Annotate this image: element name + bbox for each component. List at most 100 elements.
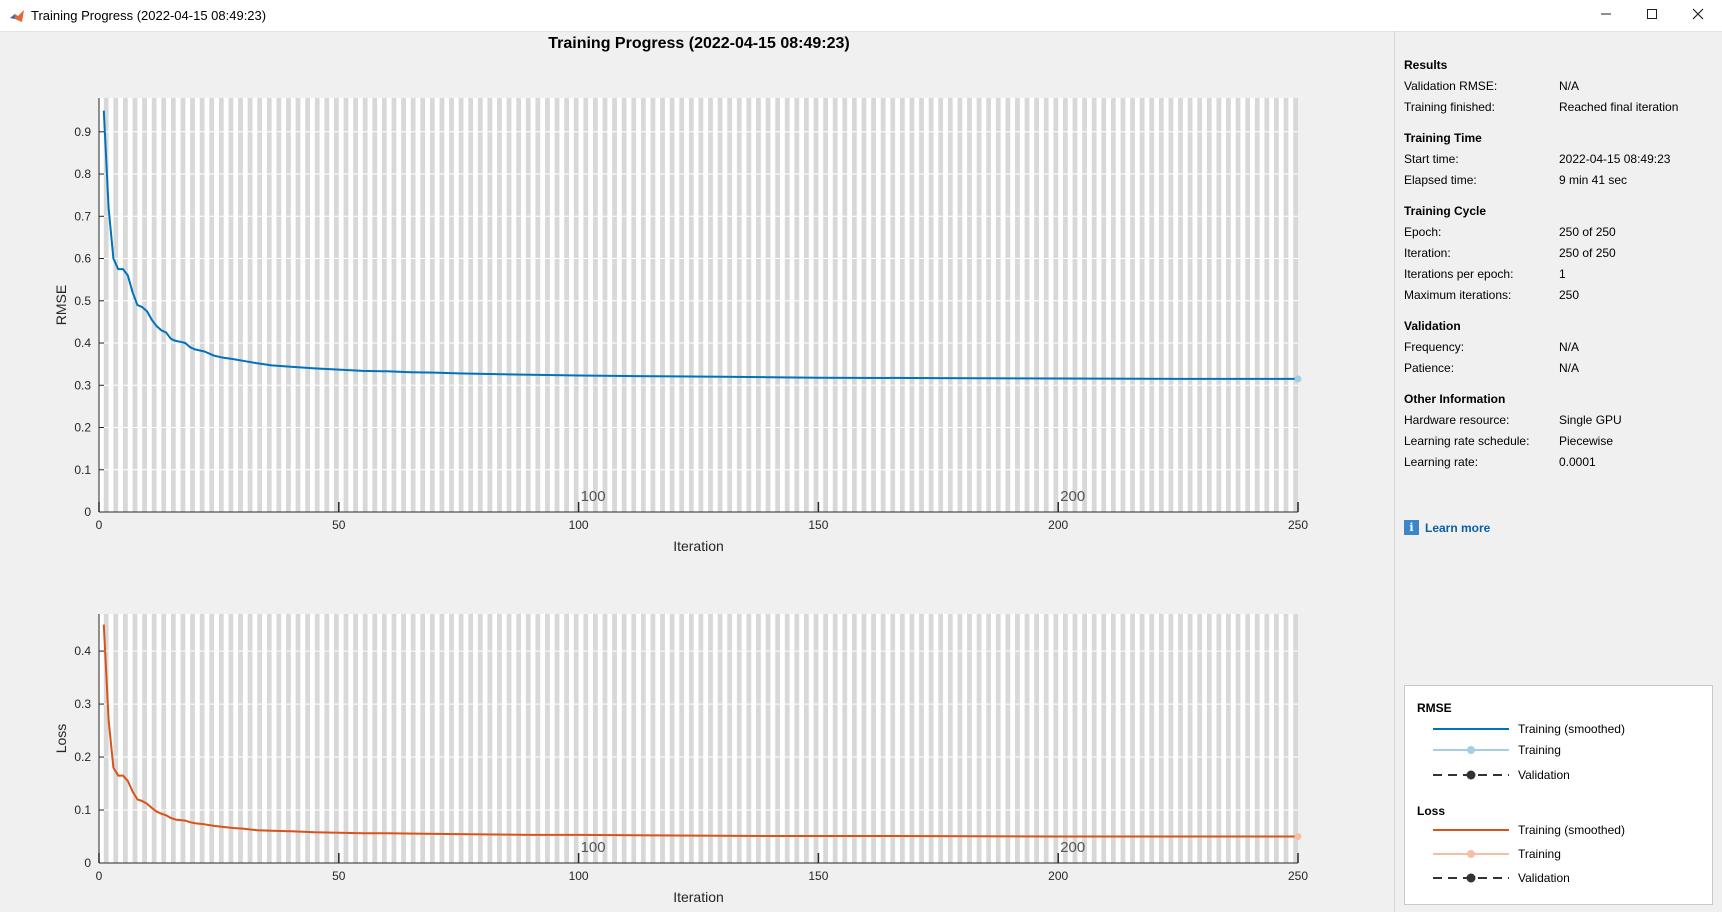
loss-plot-epoch-band bbox=[583, 614, 589, 863]
loss-plot-epoch-band bbox=[1254, 614, 1260, 863]
loss-plot-epoch-band bbox=[909, 614, 915, 863]
loss-plot-epoch-band bbox=[410, 614, 416, 863]
rmse-plot-epoch-band bbox=[688, 98, 694, 512]
rmse-plot-epoch-band bbox=[573, 98, 579, 512]
legend-loss-smoothed-label: Training (smoothed) bbox=[1518, 823, 1625, 837]
minimize-button[interactable] bbox=[1583, 0, 1629, 31]
loss-plot-epoch-band bbox=[746, 614, 752, 863]
legend-loss-training-label: Training bbox=[1518, 847, 1561, 861]
loss-plot-epoch-band bbox=[314, 614, 320, 863]
maximize-icon bbox=[1646, 7, 1658, 25]
loss-plot-final-point bbox=[1294, 833, 1302, 841]
rmse-plot-epoch-band bbox=[909, 98, 915, 512]
rmse-plot-epoch-band bbox=[765, 98, 771, 512]
loss-plot-epoch-band bbox=[851, 614, 857, 863]
loss-plot-epoch-band bbox=[516, 614, 522, 863]
loss-plot-epoch-band bbox=[334, 614, 339, 863]
rmse-plot-epoch-band bbox=[813, 98, 819, 512]
loss-plot-epoch-band bbox=[1274, 614, 1279, 863]
rmse-plot-epoch-band bbox=[717, 98, 723, 512]
rmse-plot-epoch-band bbox=[1197, 98, 1203, 512]
learn-more-label: Learn more bbox=[1425, 520, 1491, 535]
loss-plot-epoch-band bbox=[295, 614, 301, 863]
rmse-plot-x-tick-label: 100 bbox=[569, 518, 589, 532]
rmse-plot-epoch-band bbox=[449, 98, 454, 512]
loss-plot-x-tick-label: 200 bbox=[1048, 869, 1068, 883]
rmse-plot-epoch-band bbox=[257, 98, 263, 512]
loss-plot-epoch-band bbox=[449, 614, 454, 863]
loss-plot-epoch-band bbox=[813, 614, 819, 863]
loss-plot-epoch-band bbox=[717, 614, 723, 863]
legend-rmse-title: RMSE bbox=[1417, 701, 1452, 715]
iteration-label: Iteration: bbox=[1404, 246, 1451, 260]
rmse-plot-epoch-band bbox=[1043, 98, 1049, 512]
rmse-plot-epoch-band bbox=[1062, 98, 1068, 512]
legend-loss-validation-line bbox=[1433, 873, 1509, 883]
loss-plot-epoch-band bbox=[1015, 614, 1020, 863]
rmse-plot-epoch-band bbox=[1130, 98, 1135, 512]
rmse-plot-epoch-band bbox=[995, 98, 1001, 512]
loss-plot-epoch-band bbox=[420, 614, 426, 863]
rmse-plot-epoch-band bbox=[1226, 98, 1231, 512]
loss-plot-epoch-band bbox=[113, 614, 119, 863]
loss-plot-epoch-band bbox=[727, 614, 733, 863]
loss-plot-epoch-band bbox=[362, 614, 368, 863]
start-time-label: Start time: bbox=[1404, 152, 1459, 166]
loss-plot-epoch-band bbox=[1024, 614, 1030, 863]
legend: RMSE Training (smoothed) Training Valida… bbox=[1404, 685, 1713, 905]
training-plots: Training Progress (2022-04-15 08:49:23) … bbox=[53, 35, 1308, 905]
loss-plot-epoch-band bbox=[880, 614, 886, 863]
rmse-plot-epoch-band bbox=[986, 98, 992, 512]
maximize-button[interactable] bbox=[1629, 0, 1675, 31]
loss-plot-epoch-band bbox=[1197, 614, 1203, 863]
loss-plot-epoch-band bbox=[180, 614, 186, 863]
figure-title: Training Progress (2022-04-15 08:49:23) bbox=[548, 35, 849, 52]
learn-more-link[interactable]: i Learn more bbox=[1404, 520, 1490, 535]
training-finished-label: Training finished: bbox=[1404, 100, 1495, 114]
rmse-plot: 0 0.1 0.2 0.3 0.4 0.5 0.6 0.7 0.8 0.9 0 50 100 150 200… bbox=[53, 98, 1308, 554]
legend-loss-validation-label: Validation bbox=[1518, 871, 1570, 885]
loss-plot-epoch-band bbox=[1264, 614, 1270, 863]
close-button[interactable] bbox=[1675, 0, 1721, 31]
rmse-plot-epoch-band bbox=[525, 98, 531, 512]
loss-plot-epoch-band bbox=[823, 614, 828, 863]
rmse-plot-epoch-band bbox=[842, 98, 848, 512]
iterations-per-epoch-label: Iterations per epoch: bbox=[1404, 267, 1514, 281]
rmse-plot-epoch-band bbox=[1245, 98, 1251, 512]
loss-plot-x-tick-label: 150 bbox=[808, 869, 828, 883]
loss-plot-epoch-band bbox=[1120, 614, 1126, 863]
results-title: Results bbox=[1404, 58, 1448, 72]
loss-plot-epoch-band bbox=[487, 614, 493, 863]
loss-plot-y-tick-label: 0.2 bbox=[74, 750, 91, 764]
rmse-plot-epoch-band bbox=[1283, 98, 1289, 512]
rmse-plot-epoch-band bbox=[161, 98, 167, 512]
rmse-plot-epoch-band bbox=[343, 98, 349, 512]
loss-plot-epoch-band bbox=[247, 614, 253, 863]
rmse-plot-epoch-band bbox=[372, 98, 378, 512]
rmse-plot-epoch-band bbox=[784, 98, 790, 512]
training-finished-value: Reached final iteration bbox=[1559, 100, 1679, 114]
loss-plot-epoch-band bbox=[1187, 614, 1193, 863]
loss-plot-epoch-band bbox=[545, 614, 550, 863]
loss-plot-epoch-band bbox=[919, 614, 924, 863]
legend-rmse-validation-line bbox=[1433, 770, 1509, 780]
legend-rmse-validation-label: Validation bbox=[1518, 768, 1570, 782]
rmse-plot-epoch-band bbox=[640, 98, 646, 512]
window-title: Training Progress (2022-04-15 08:49:23) bbox=[31, 8, 267, 23]
rmse-plot-epoch-band bbox=[1187, 98, 1193, 512]
rmse-plot-epoch-band bbox=[669, 98, 675, 512]
rmse-plot-epoch-band bbox=[497, 98, 502, 512]
rmse-plot-epoch-band bbox=[468, 98, 474, 512]
rmse-plot-epoch-band bbox=[381, 98, 387, 512]
loss-plot-epoch-band bbox=[497, 614, 502, 863]
rmse-plot-epoch-band bbox=[1216, 98, 1222, 512]
rmse-plot-epoch-band bbox=[554, 98, 560, 512]
rmse-plot-epoch-band bbox=[1264, 98, 1270, 512]
rmse-plot-epoch-band bbox=[516, 98, 522, 512]
rmse-plot-epoch-band bbox=[1235, 98, 1241, 512]
loss-plot-epoch-band bbox=[238, 614, 243, 863]
rmse-plot-epoch-band bbox=[660, 98, 665, 512]
loss-plot-epoch-band bbox=[1168, 614, 1174, 863]
rmse-plot-epoch-band bbox=[334, 98, 339, 512]
rmse-plot-epoch-band bbox=[1293, 98, 1298, 512]
